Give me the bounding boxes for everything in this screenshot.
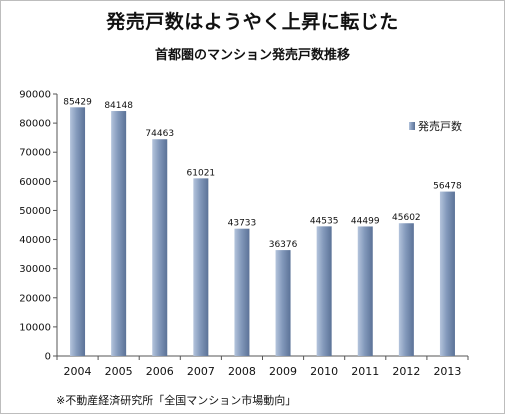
legend-label: 発売戸数 — [418, 119, 462, 133]
x-tick-label: 2004 — [64, 365, 92, 378]
data-label: 56478 — [433, 182, 462, 192]
y-tick-label: 50000 — [19, 206, 51, 217]
data-label: 44499 — [351, 216, 380, 226]
data-label: 61021 — [187, 168, 216, 178]
data-label: 43733 — [228, 219, 257, 229]
data-label: 84148 — [104, 101, 133, 111]
data-label: 36376 — [269, 240, 298, 250]
bar — [357, 226, 373, 356]
x-tick-label: 2006 — [146, 365, 174, 378]
bar — [70, 107, 86, 356]
y-tick-label: 60000 — [19, 177, 51, 188]
y-tick-label: 10000 — [19, 322, 51, 333]
bar — [275, 250, 291, 356]
legend-swatch — [409, 122, 415, 130]
bar — [398, 223, 414, 356]
y-axis: 0 10000 20000 30000 40000 50000 60000 70000 8000… — [19, 90, 58, 363]
data-label: 44535 — [310, 216, 339, 226]
y-tick-label: 20000 — [19, 293, 51, 304]
y-tick-label: 0 — [45, 352, 51, 363]
y-tick-label: 80000 — [19, 119, 51, 130]
data-label: 85429 — [63, 97, 92, 107]
x-tick-label: 2009 — [269, 365, 297, 378]
x-tick-label: 2011 — [351, 365, 379, 378]
data-label: 74463 — [145, 129, 174, 139]
y-tick-label: 90000 — [19, 90, 51, 101]
bar — [111, 111, 127, 356]
bars — [70, 107, 455, 356]
chart-title: 発売戸数はようやく上昇に転じた — [106, 11, 399, 33]
y-tick-label: 40000 — [19, 235, 51, 246]
x-tick-label: 2013 — [433, 365, 461, 378]
chart-subtitle: 首都圏のマンション発売戸数推移 — [154, 48, 350, 63]
legend: 発売戸数 — [409, 119, 462, 133]
bar — [316, 226, 332, 356]
bar — [234, 228, 250, 356]
source-note: ※不動産経済研究所「全国マンション市場動向」 — [56, 394, 297, 407]
bar — [152, 139, 168, 356]
bar — [193, 178, 209, 356]
data-label: 45602 — [392, 213, 421, 223]
x-tick-label: 2012 — [392, 365, 420, 378]
y-tick-label: 30000 — [19, 264, 51, 275]
bar — [439, 191, 455, 356]
x-axis: 2004 2005 2006 2007 2008 2009 2010 2011 2012 2013 — [56, 355, 469, 378]
x-tick-label: 2007 — [187, 365, 215, 378]
x-tick-label: 2008 — [228, 365, 256, 378]
y-tick-label: 70000 — [19, 148, 51, 159]
x-tick-label: 2005 — [105, 365, 133, 378]
data-labels: 85429 84148 74463 61021 43733 36376 44535 44499… — [63, 97, 462, 250]
x-tick-label: 2010 — [310, 365, 338, 378]
